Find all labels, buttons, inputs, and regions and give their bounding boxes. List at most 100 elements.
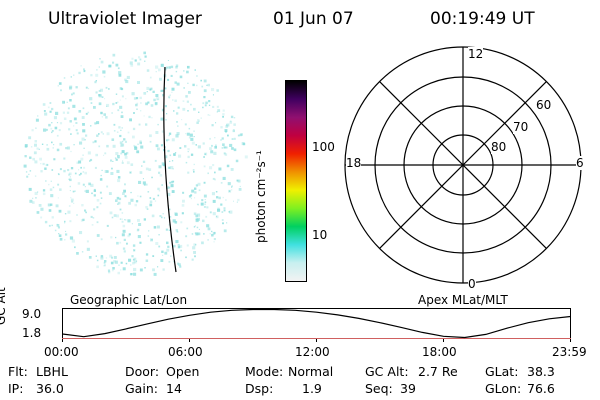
uv-point bbox=[172, 99, 174, 101]
uv-point bbox=[156, 225, 160, 229]
uv-point bbox=[238, 188, 242, 191]
uv-point bbox=[218, 167, 222, 171]
uv-point bbox=[214, 171, 216, 174]
uv-point bbox=[96, 154, 98, 156]
uv-point bbox=[170, 74, 173, 77]
uv-point bbox=[131, 92, 135, 96]
uv-point bbox=[182, 191, 185, 194]
uv-point bbox=[69, 120, 72, 123]
uv-point bbox=[57, 173, 60, 175]
altitude-chart bbox=[62, 308, 571, 342]
uv-point bbox=[90, 102, 93, 104]
uv-point bbox=[173, 261, 175, 263]
uv-point bbox=[94, 166, 97, 169]
uv-point bbox=[40, 163, 42, 165]
uv-point bbox=[222, 115, 224, 118]
uv-point bbox=[149, 197, 152, 199]
uv-point bbox=[87, 111, 90, 114]
alt-x-tick-2359: 23:59 bbox=[552, 345, 587, 359]
uv-point bbox=[223, 229, 227, 233]
uv-point bbox=[28, 136, 32, 140]
uv-point bbox=[120, 152, 123, 155]
uv-point bbox=[62, 111, 65, 114]
uv-point bbox=[93, 106, 96, 109]
uv-point bbox=[212, 164, 215, 167]
uv-point bbox=[170, 255, 172, 257]
uv-point bbox=[200, 202, 204, 206]
uv-point bbox=[98, 90, 101, 92]
uv-point bbox=[99, 178, 103, 181]
uv-point bbox=[162, 213, 164, 215]
uv-point bbox=[105, 257, 108, 259]
uv-point bbox=[121, 95, 124, 98]
uv-point bbox=[49, 110, 52, 113]
uv-point bbox=[124, 219, 126, 221]
uv-point bbox=[124, 183, 126, 186]
uv-point bbox=[218, 196, 221, 200]
uv-point bbox=[176, 121, 178, 123]
uv-point bbox=[80, 172, 82, 175]
uv-point bbox=[121, 127, 123, 129]
uv-point bbox=[28, 187, 32, 191]
diagonal-axis-2 bbox=[379, 81, 547, 249]
uv-point bbox=[96, 265, 99, 269]
uv-point bbox=[78, 174, 81, 176]
uv-point bbox=[121, 218, 123, 220]
uv-point bbox=[208, 100, 211, 103]
uv-point bbox=[124, 195, 127, 198]
uv-point bbox=[134, 59, 137, 62]
uv-point bbox=[239, 133, 242, 137]
gain-label: Gain: bbox=[125, 381, 158, 396]
uv-point bbox=[168, 224, 170, 226]
uv-point bbox=[150, 87, 153, 90]
uv-point bbox=[110, 261, 114, 265]
uv-point bbox=[115, 152, 119, 156]
uv-point bbox=[131, 57, 134, 60]
uv-point bbox=[228, 190, 231, 192]
uv-point bbox=[209, 114, 211, 116]
uv-point bbox=[237, 134, 240, 137]
uv-point bbox=[69, 99, 72, 102]
uv-point bbox=[230, 168, 234, 171]
uv-point bbox=[237, 179, 241, 183]
uv-point bbox=[152, 255, 155, 257]
uv-point bbox=[233, 123, 236, 126]
uv-point bbox=[151, 117, 153, 119]
uv-point bbox=[195, 244, 197, 246]
uv-point bbox=[155, 242, 159, 245]
uv-point bbox=[64, 220, 66, 223]
uv-point bbox=[144, 60, 146, 62]
uv-point bbox=[169, 94, 171, 96]
uv-point bbox=[228, 189, 232, 193]
uv-point bbox=[202, 142, 205, 145]
uv-point bbox=[58, 129, 61, 132]
geographic-image-panel bbox=[23, 51, 248, 276]
uv-point bbox=[222, 222, 224, 225]
uv-point bbox=[50, 194, 54, 198]
uv-point bbox=[179, 147, 182, 149]
uv-point bbox=[137, 235, 141, 239]
uv-point bbox=[149, 140, 152, 143]
uv-point bbox=[118, 264, 120, 266]
uv-point bbox=[119, 134, 122, 138]
uv-point bbox=[114, 157, 117, 159]
uv-point bbox=[80, 157, 84, 161]
uv-point bbox=[220, 139, 222, 141]
uv-point bbox=[115, 236, 117, 239]
uv-point bbox=[176, 112, 179, 115]
uv-point bbox=[168, 66, 171, 69]
uv-point bbox=[95, 80, 97, 82]
uv-point bbox=[201, 85, 204, 88]
uv-point bbox=[67, 210, 71, 214]
uv-point bbox=[146, 208, 149, 210]
uv-point bbox=[48, 209, 52, 212]
uv-point bbox=[117, 201, 121, 205]
gain-value: 14 bbox=[166, 381, 182, 396]
ip-value: 36.0 bbox=[36, 381, 64, 396]
uv-point bbox=[168, 95, 171, 98]
uv-point bbox=[145, 167, 149, 171]
uv-point bbox=[85, 189, 89, 193]
uv-point bbox=[167, 245, 170, 248]
uv-point bbox=[80, 65, 82, 67]
uv-point bbox=[167, 192, 171, 197]
